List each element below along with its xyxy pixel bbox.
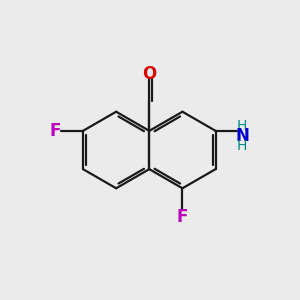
- Text: N: N: [235, 127, 249, 145]
- Text: H: H: [237, 118, 247, 133]
- Text: O: O: [142, 65, 156, 83]
- Text: H: H: [237, 139, 247, 153]
- Text: F: F: [177, 208, 188, 226]
- Text: F: F: [50, 122, 61, 140]
